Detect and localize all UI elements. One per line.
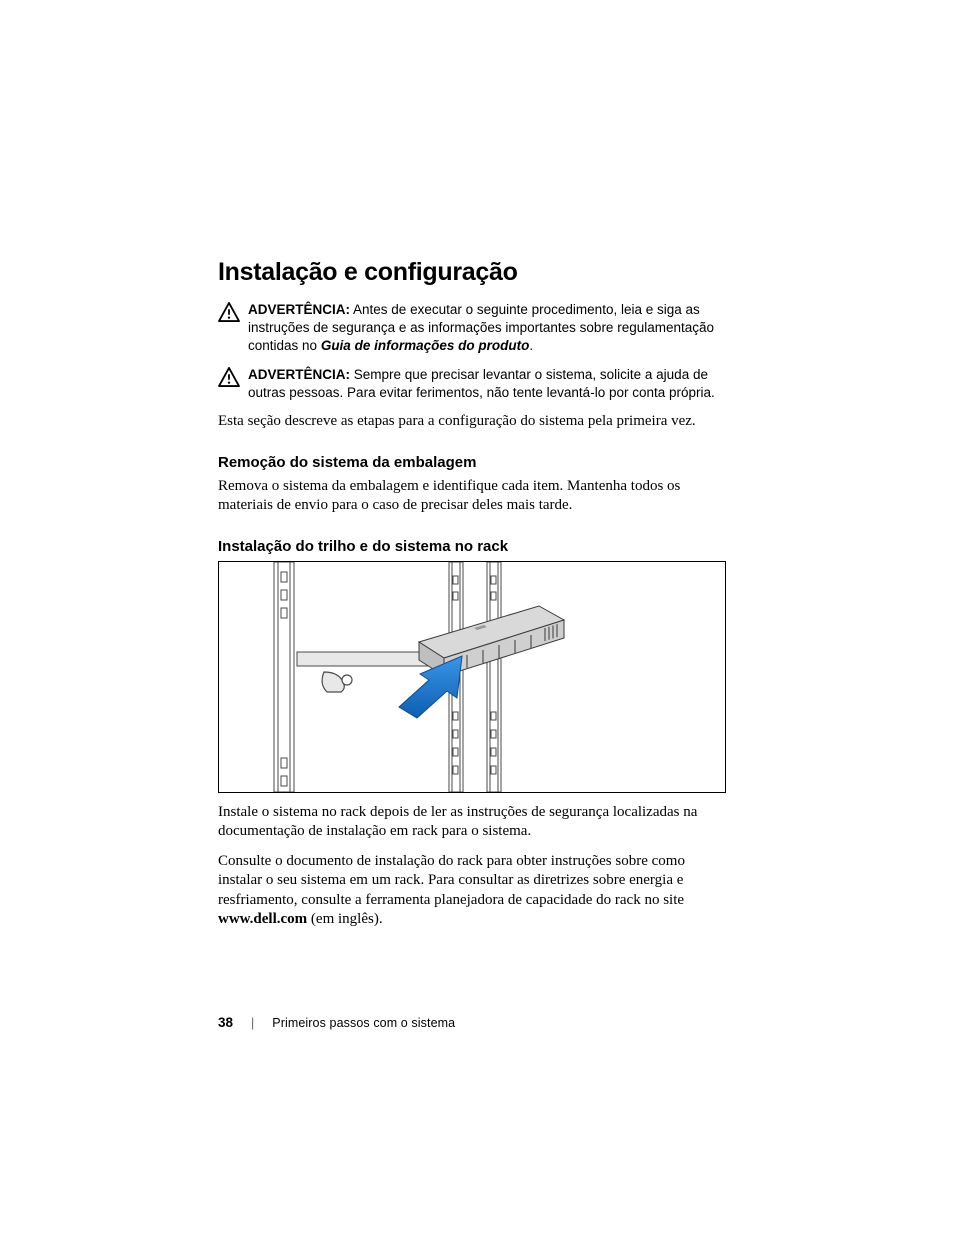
section1-paragraph: Remova o sistema da embalagem e identifi… bbox=[218, 477, 728, 516]
warning-body-post: . bbox=[529, 338, 533, 353]
warning-text-2: ADVERTÊNCIA: Sempre que precisar levanta… bbox=[248, 366, 728, 402]
document-page: Instalação e configuração ADVERTÊNCIA: A… bbox=[0, 0, 954, 1235]
p2-pre: Consulte o documento de instalação do ra… bbox=[218, 853, 685, 908]
page-title: Instalação e configuração bbox=[218, 258, 728, 287]
section2-heading: Instalação do trilho e do sistema no rac… bbox=[218, 538, 728, 555]
warning-block-1: ADVERTÊNCIA: Antes de executar o seguint… bbox=[218, 301, 728, 356]
warning-label: ADVERTÊNCIA: bbox=[248, 302, 350, 317]
warning-triangle-icon bbox=[218, 302, 240, 322]
page-footer: 38 | Primeiros passos com o sistema bbox=[218, 1015, 455, 1030]
warning-triangle-icon bbox=[218, 367, 240, 387]
content-area: Instalação e configuração ADVERTÊNCIA: A… bbox=[218, 258, 728, 940]
footer-text: Primeiros passos com o sistema bbox=[272, 1016, 455, 1030]
intro-paragraph: Esta seção descreve as etapas para a con… bbox=[218, 412, 728, 432]
p2-bold-url: www.dell.com bbox=[218, 911, 307, 927]
p2-post: (em inglês). bbox=[307, 911, 382, 927]
page-number: 38 bbox=[218, 1015, 233, 1030]
warning-block-2: ADVERTÊNCIA: Sempre que precisar levanta… bbox=[218, 366, 728, 402]
warning-text-1: ADVERTÊNCIA: Antes de executar o seguint… bbox=[248, 301, 728, 356]
section2-paragraph-1: Instale o sistema no rack depois de ler … bbox=[218, 803, 728, 842]
section1-heading: Remoção do sistema da embalagem bbox=[218, 454, 728, 471]
section2-paragraph-2: Consulte o documento de instalação do ra… bbox=[218, 852, 728, 930]
rack-illustration-svg bbox=[219, 562, 725, 792]
footer-separator: | bbox=[251, 1016, 254, 1030]
warning-body-italic: Guia de informações do produto bbox=[321, 338, 530, 353]
warning-label: ADVERTÊNCIA: bbox=[248, 367, 350, 382]
rack-install-figure bbox=[218, 561, 726, 793]
